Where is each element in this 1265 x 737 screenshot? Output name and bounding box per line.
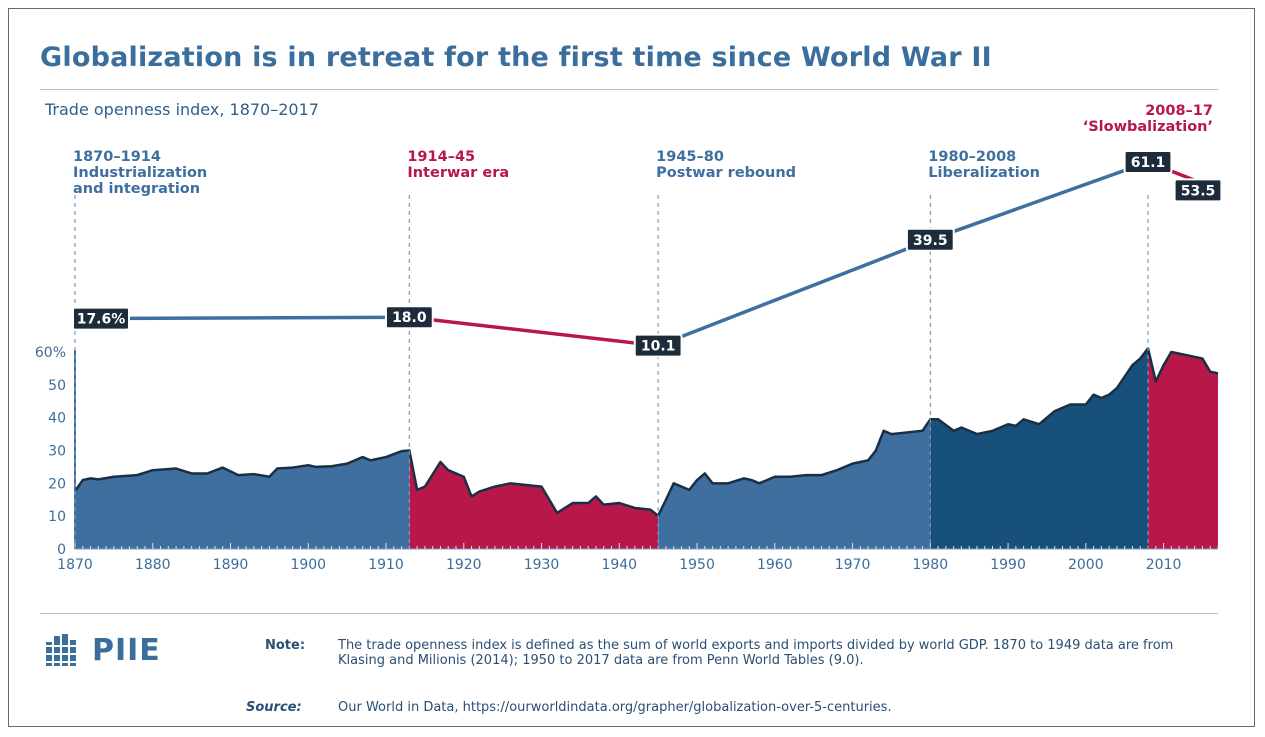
x-tick-label: 1950 (679, 557, 715, 573)
x-tick-label: 1920 (446, 557, 482, 573)
summary-value-box (633, 333, 683, 358)
x-tick-label: 1990 (990, 557, 1026, 573)
piie-logo-icon (44, 634, 80, 666)
era-label: 1945–80 (656, 149, 724, 165)
era-label: ‘Slowbalization’ (1083, 119, 1213, 135)
summary-value-label: 17.6% (77, 312, 126, 328)
summary-segment (656, 238, 933, 348)
era-area (930, 348, 1149, 549)
y-tick-label: 20 (48, 476, 66, 492)
summary-segment (73, 315, 412, 321)
source-label: Source: (246, 700, 302, 715)
summary-value-box (905, 227, 955, 252)
x-tick-label: 1910 (368, 557, 404, 573)
series-outline (73, 347, 1219, 518)
summary-segment (407, 315, 660, 348)
era-area (658, 419, 931, 549)
y-tick-label: 10 (48, 509, 66, 525)
footer-divider (40, 613, 1218, 614)
era-label: and integration (73, 181, 200, 197)
note-label: Note: (265, 638, 306, 653)
y-tick-label: 60% (35, 345, 66, 361)
era-label: 1914–45 (407, 149, 475, 165)
era-label: 1870–1914 (73, 149, 161, 165)
piie-logo-text: PIIE (92, 632, 161, 668)
source-text: Our World in Data, https://ourworldindat… (338, 700, 892, 715)
era-label: 1980–2008 (928, 149, 1016, 165)
summary-value-label: 61.1 (1131, 155, 1166, 171)
summary-value-label: 39.5 (913, 233, 948, 249)
era-label: 2008–17 (1145, 103, 1213, 119)
era-label: Postwar rebound (656, 165, 796, 181)
x-tick-label: 2000 (1068, 557, 1104, 573)
chart-frame (8, 8, 1255, 727)
x-tick-label: 1880 (135, 557, 171, 573)
x-tick-label: 1930 (524, 557, 560, 573)
x-tick-label: 1980 (912, 557, 948, 573)
chart-subtitle: Trade openness index, 1870–2017 (45, 100, 319, 119)
summary-value-label: 18.0 (392, 310, 427, 326)
era-area (409, 450, 659, 549)
era-area (75, 450, 410, 549)
x-tick-label: 1940 (601, 557, 637, 573)
x-tick-label: 1960 (757, 557, 793, 573)
y-tick-label: 30 (48, 444, 66, 460)
x-tick-label: 2010 (1146, 557, 1182, 573)
summary-value-box (384, 305, 434, 330)
summary-value-box (1173, 178, 1223, 203)
era-label: Industrialization (73, 165, 207, 181)
x-tick-label: 1900 (290, 557, 326, 573)
x-tick-label: 1870 (57, 557, 93, 573)
summary-value-box (72, 306, 130, 331)
piie-logo: PIIE (44, 632, 161, 668)
x-tick-label: 1890 (213, 557, 249, 573)
era-label: Interwar era (407, 165, 509, 181)
era-area (1148, 348, 1218, 549)
summary-segment (928, 160, 1150, 242)
era-label: Liberalization (928, 165, 1040, 181)
x-tick-label: 1970 (835, 557, 871, 573)
title-divider (40, 89, 1218, 90)
y-tick-label: 0 (57, 542, 66, 558)
note-text: The trade openness index is defined as t… (338, 638, 1174, 668)
y-tick-label: 50 (48, 378, 66, 394)
chart-title: Globalization is in retreat for the firs… (40, 42, 992, 73)
summary-value-box (1123, 150, 1173, 175)
y-tick-label: 40 (48, 411, 66, 427)
summary-value-label: 10.1 (641, 339, 676, 355)
summary-value-label: 53.5 (1181, 183, 1216, 199)
